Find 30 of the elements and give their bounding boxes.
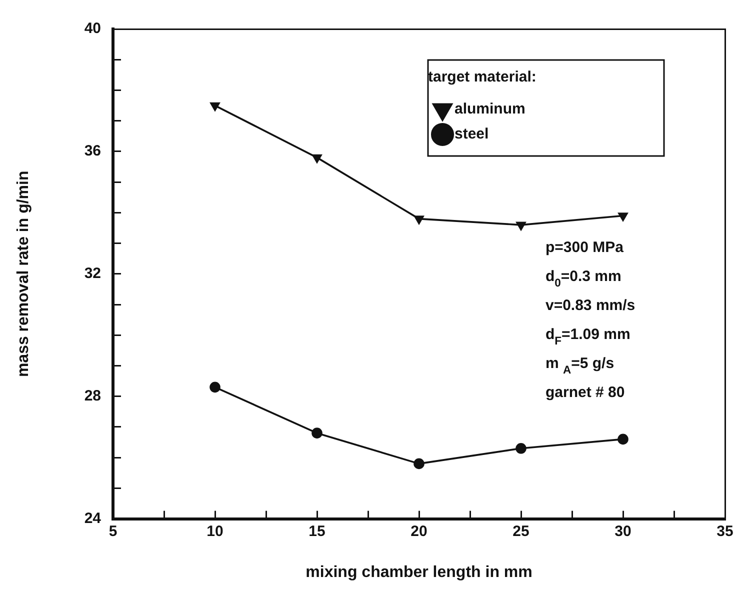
point	[516, 442, 526, 454]
point	[516, 222, 526, 230]
point	[210, 102, 220, 111]
y-axis-title: mass removal rate in g/min	[15, 170, 32, 378]
annotation: v=0.83 mm/s	[545, 297, 636, 314]
y-tick-label: 24	[84, 510, 102, 527]
annotation: p=300 MPa	[545, 239, 624, 256]
legend-label: steel	[454, 126, 489, 143]
legend-title: target material:	[428, 68, 536, 86]
point	[312, 154, 322, 163]
x-tick-label: 30	[614, 522, 632, 540]
x-tick-label: 25	[512, 522, 530, 540]
y-tick-label: 32	[84, 265, 101, 282]
x-axis-title: mixing chamber length in mm	[306, 564, 532, 581]
legend-label: aluminum	[454, 100, 526, 118]
annotation: garnet # 80	[545, 384, 625, 401]
point	[414, 458, 424, 470]
point	[414, 216, 424, 224]
y-tick-label: 40	[84, 20, 101, 38]
point	[618, 212, 628, 222]
y-tick-label: 36	[84, 142, 101, 160]
point	[210, 382, 220, 393]
point	[618, 434, 628, 445]
x-tick-label: 35	[716, 522, 734, 540]
x-tick-label: 20	[410, 522, 428, 540]
x-tick-label: 15	[308, 522, 326, 540]
point	[312, 428, 322, 438]
x-tick-label: 10	[206, 522, 224, 540]
y-tick-label: 28	[84, 387, 101, 404]
x-tick-label: 5	[108, 522, 118, 540]
